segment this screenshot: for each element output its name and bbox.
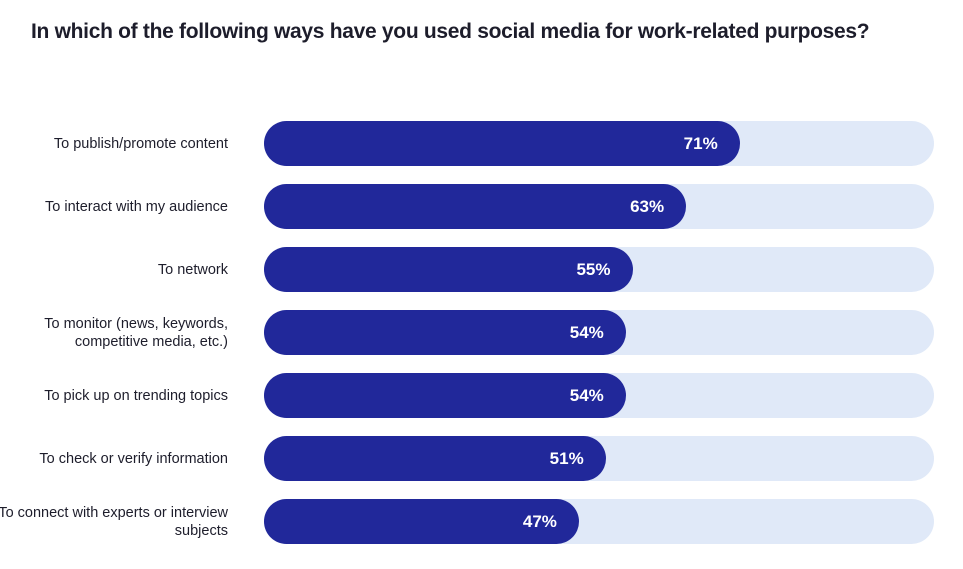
category-label: To connect with experts or interview sub… [0, 504, 228, 539]
bar: 54% [264, 373, 626, 418]
value-label: 71% [683, 134, 718, 153]
bar: 55% [264, 247, 633, 292]
bar-row: To publish/promote content 71% [0, 121, 963, 166]
bar-track: 55% [264, 247, 934, 292]
value-label: 51% [549, 449, 584, 468]
bar: 71% [264, 121, 740, 166]
bar-row: To network 55% [0, 247, 963, 292]
value-label: 47% [522, 512, 557, 531]
value-label: 63% [630, 197, 665, 216]
value-label: 54% [569, 323, 604, 342]
bar-track: 51% [264, 436, 934, 481]
bar-row: To interact with my audience 63% [0, 184, 963, 229]
bar-row: To connect with experts or interview sub… [0, 499, 963, 544]
value-label: 55% [576, 260, 611, 279]
bar-track: 63% [264, 184, 934, 229]
value-label: 54% [569, 386, 604, 405]
category-label: To publish/promote content [53, 135, 228, 152]
bar: 54% [264, 310, 626, 355]
category-label: To network [157, 261, 228, 278]
category-label: To interact with my audience [45, 198, 228, 215]
bar-row: To monitor (news, keywords, competitive … [0, 310, 963, 355]
bar: 63% [264, 184, 687, 229]
category-label: To monitor (news, keywords, competitive … [44, 315, 228, 350]
bar-track: 54% [264, 310, 934, 355]
bar: 47% [264, 499, 579, 544]
category-label: To check or verify information [39, 450, 228, 467]
chart-title: In which of the following ways have you … [31, 20, 870, 43]
bar-track: 54% [264, 373, 934, 418]
bar-row: To check or verify information 51% [0, 436, 963, 481]
bar-track: 47% [264, 499, 934, 544]
bar: 51% [264, 436, 606, 481]
bar-row: To pick up on trending topics 54% [0, 373, 963, 418]
category-label: To pick up on trending topics [44, 387, 228, 404]
bar-track: 71% [264, 121, 934, 166]
